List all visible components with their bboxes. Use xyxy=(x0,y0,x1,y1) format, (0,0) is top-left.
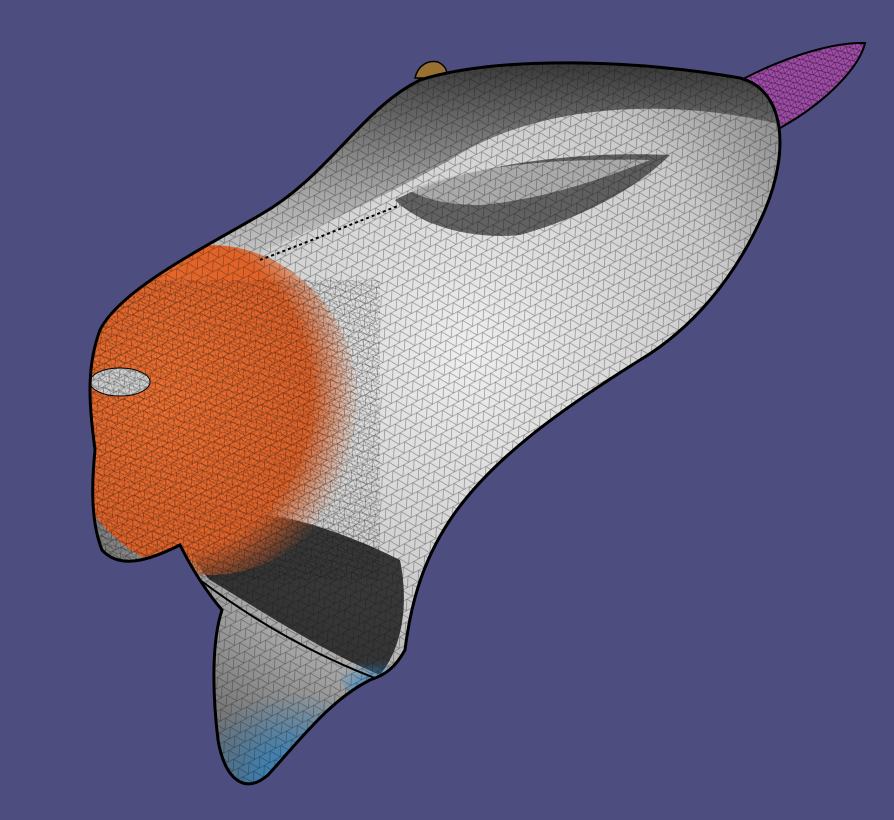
mesh-render[interactable] xyxy=(0,0,894,820)
3d-viewport[interactable] xyxy=(0,0,894,820)
head-mesh[interactable] xyxy=(0,0,894,820)
